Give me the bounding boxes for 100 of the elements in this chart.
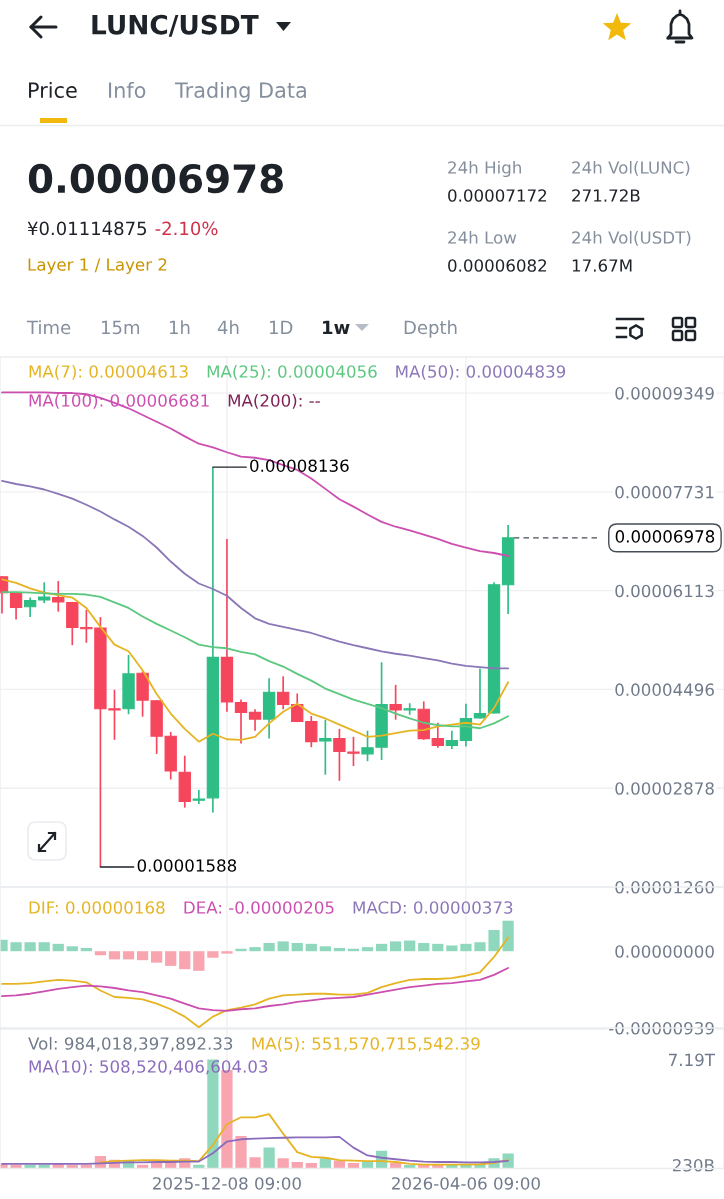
bar <box>94 951 107 956</box>
candlestick <box>38 581 51 604</box>
bar <box>165 951 177 966</box>
candlestick <box>389 684 402 721</box>
text: Trading Data <box>174 81 306 103</box>
text: 17.67M <box>572 259 632 272</box>
bar <box>488 929 500 952</box>
y-tick-label: 0.00006113 <box>615 584 714 598</box>
text: 24h Vol(USDT) <box>572 230 691 246</box>
text: MA(7): 0.00004613 <box>29 364 188 380</box>
bar <box>136 951 149 961</box>
text: 15m <box>101 320 140 335</box>
bar <box>502 1153 514 1169</box>
y-tick-label: 0.00000000 <box>615 945 714 958</box>
y-tick-label: -0.00000939 <box>609 1021 714 1035</box>
text: 1h <box>169 320 190 334</box>
text: Layer 1 / Layer 2 <box>28 258 167 275</box>
annotation: 0.00001588 <box>137 859 237 872</box>
text: Price <box>29 81 77 99</box>
bar <box>404 940 416 952</box>
text: Depth <box>404 320 457 338</box>
candlestick <box>234 698 248 745</box>
bar <box>291 943 303 952</box>
bar <box>319 946 331 952</box>
bar <box>263 1147 275 1169</box>
text: Time <box>26 320 71 335</box>
bar <box>361 947 374 952</box>
candlestick <box>192 789 206 805</box>
text: 24h High <box>448 160 521 178</box>
text: Info <box>109 81 146 99</box>
bar <box>38 942 50 952</box>
bar <box>502 920 514 952</box>
candlestick <box>473 667 487 720</box>
line-series <box>1 967 510 1012</box>
candlestick <box>276 675 290 711</box>
text: DIF: 0.00000168 <box>29 901 165 914</box>
text: -2.10% <box>155 221 218 236</box>
bar <box>235 1135 247 1169</box>
x-tick-label: 2025-12-08 09:00 <box>153 1177 301 1190</box>
text: ¥0.01114875 <box>27 221 147 236</box>
bar <box>361 1161 374 1169</box>
y-tick-label: 0.00002878 <box>615 782 714 795</box>
candlestick <box>23 596 37 618</box>
candlestick <box>319 718 332 776</box>
text: MA(50): 0.00004839 <box>396 364 566 380</box>
line-series <box>1 936 510 1028</box>
y-tick-label: 0.00001260 <box>615 880 714 894</box>
bar <box>375 943 388 952</box>
bar <box>108 951 121 960</box>
line-series <box>1 391 510 557</box>
bar <box>151 951 163 963</box>
ref-line-label: 0.00006978 <box>615 530 715 543</box>
y-tick-label: 7.19T <box>669 1053 716 1067</box>
text: 1D <box>269 320 293 334</box>
bar <box>24 942 36 952</box>
series-label: MA(100): 0.00006681 <box>29 393 209 409</box>
text: MA(5): 551,570,715,542.39 <box>252 1036 480 1052</box>
bar <box>305 943 317 952</box>
bar <box>277 941 289 952</box>
line-series <box>1 480 510 670</box>
bar <box>193 951 205 971</box>
candlestick <box>9 591 23 621</box>
candlestick <box>431 721 444 749</box>
text: 4h <box>217 320 239 334</box>
line-series <box>99 1113 510 1166</box>
bar <box>291 1161 303 1169</box>
bar <box>207 951 219 958</box>
bar <box>460 943 472 952</box>
bar <box>221 951 233 954</box>
annotation: MACD: 0.00000373 <box>353 901 513 914</box>
bar <box>66 946 78 952</box>
legend-label: MA(200): -- <box>228 393 320 409</box>
bar <box>122 951 135 960</box>
text: 24h Low <box>448 230 517 244</box>
candlestick <box>445 729 459 750</box>
candlestick <box>248 708 262 732</box>
bar <box>179 951 191 970</box>
text: LUNC/USDT <box>92 14 259 37</box>
text: DEA: -0.00000205 <box>184 901 334 914</box>
bar <box>432 943 444 952</box>
bar <box>52 943 64 952</box>
bar <box>277 1158 289 1169</box>
text: 0.00007172 <box>448 189 547 202</box>
text: 24h Vol(LUNC) <box>572 160 690 176</box>
bar <box>418 943 430 952</box>
candlestick <box>403 702 416 716</box>
text: 1w <box>323 320 350 334</box>
y-tick-label: 0.00007731 <box>615 485 714 499</box>
text: 271.72B <box>572 189 640 202</box>
text: 0.00006082 <box>448 259 547 272</box>
bar <box>263 943 275 952</box>
bar <box>390 941 402 952</box>
y-tick-label: 0.00009349 <box>615 387 714 400</box>
x-tick-label: 2026-04-06 09:00 <box>392 1177 540 1190</box>
line-series <box>1 578 510 743</box>
text: MA(25): 0.00004056 <box>207 364 377 380</box>
text: 0.00006978 <box>28 163 283 194</box>
bar <box>446 945 458 952</box>
y-tick-label: 0.00004496 <box>615 683 714 696</box>
line-series <box>1 1135 510 1165</box>
